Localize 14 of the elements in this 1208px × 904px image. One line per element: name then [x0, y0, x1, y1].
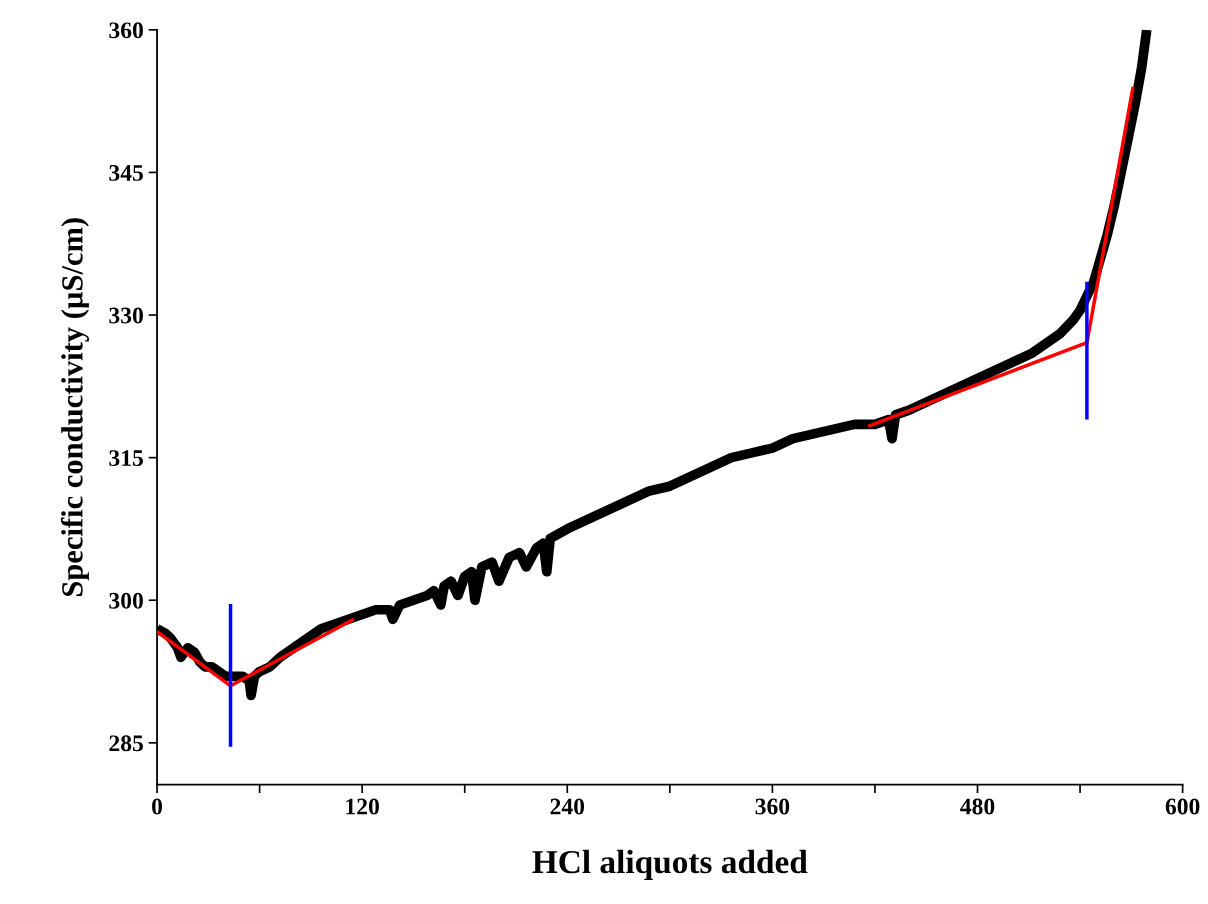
x-tick-label: 360 [755, 798, 790, 815]
y-tick-label: 330 [109, 307, 143, 324]
y-tick-label: 345 [109, 164, 143, 181]
x-tick-label: 0 [152, 798, 163, 815]
x-axis-title: HCl aliquots added [532, 849, 808, 881]
y-tick-label: 315 [109, 450, 143, 467]
y-tick-label: 285 [109, 735, 143, 752]
x-tick-label: 600 [1165, 798, 1200, 815]
x-tick-label: 120 [346, 798, 379, 815]
x-tick-label: 240 [550, 798, 585, 815]
y-axis-title: Specific conductivity (µS/cm) [60, 218, 89, 597]
y-tick-label: 300 [109, 592, 143, 609]
x-tick-label: 480 [960, 798, 995, 815]
y-tick-label: 360 [109, 22, 143, 39]
